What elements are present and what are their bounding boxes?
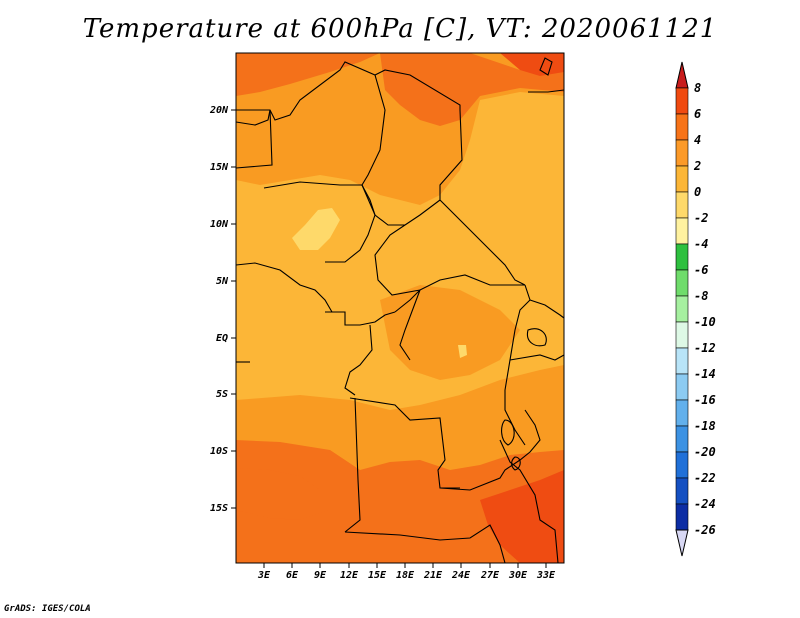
colorbar-label: -10 xyxy=(694,315,716,329)
lon-tick-label: 21E xyxy=(423,570,443,581)
colorbar-label: -6 xyxy=(694,263,708,277)
colorbar-label: 4 xyxy=(694,133,701,147)
colorbar-label: -14 xyxy=(694,367,716,381)
colorbar-swatch xyxy=(675,451,689,479)
colorbar-label: -22 xyxy=(694,471,716,485)
lon-tick-label: 15E xyxy=(368,570,387,581)
colorbar-label: -12 xyxy=(694,341,716,355)
colorbar-label: -16 xyxy=(694,393,716,407)
lat-tick-label: 5S xyxy=(216,389,228,400)
lat-tick-label: 15S xyxy=(210,503,228,514)
colorbar-swatch xyxy=(675,243,689,271)
lat-tick-label: 15N xyxy=(210,162,229,173)
map-panel xyxy=(236,53,564,563)
temperature-contour-cool-spot-2 xyxy=(458,345,467,358)
colorbar-swatch xyxy=(675,321,689,349)
colorbar-label: 8 xyxy=(694,81,701,95)
longitude-axis: 3E 6E 9E 12E 15E 18E 21E 24E 27E 30E 33E xyxy=(257,563,556,581)
lon-tick-label: 12E xyxy=(340,570,359,581)
colorbar-swatch xyxy=(675,217,689,245)
lon-tick-label: 30E xyxy=(508,570,528,581)
colorbar-swatch xyxy=(675,191,689,219)
colorbar-swatch xyxy=(675,477,689,505)
lat-tick-label: EQ xyxy=(216,333,228,344)
temperature-contour-4-6-south xyxy=(236,440,564,563)
colorbar-label: -4 xyxy=(694,237,708,251)
country-borders xyxy=(236,61,564,563)
temperature-contour-2-4-mid xyxy=(380,285,520,380)
colorbar-label: -26 xyxy=(694,523,716,537)
colorbar-label: -24 xyxy=(694,497,716,511)
lat-tick-label: 20N xyxy=(209,105,229,116)
colorbar-bottom-arrow xyxy=(675,529,689,557)
colorbar-label: 2 xyxy=(693,159,701,173)
lon-tick-label: 27E xyxy=(480,570,500,581)
lakes xyxy=(501,57,553,471)
lat-tick-label: 5N xyxy=(216,276,229,287)
colorbar-swatch xyxy=(675,165,689,193)
lon-tick-label: 24E xyxy=(451,570,471,581)
map-frame xyxy=(235,52,565,564)
colorbar-label: 6 xyxy=(694,107,701,121)
lon-tick-label: 33E xyxy=(536,570,556,581)
colorbar: 8 6 4 2 0 -2 -4 -6 -8 -10 -12 -14 -16 -18 -20 -22 -24 -26 xyxy=(675,61,716,557)
temperature-contour-4-6-southwest xyxy=(236,468,330,520)
lon-tick-label: 9E xyxy=(314,570,327,581)
colorbar-label: 0 xyxy=(694,185,701,199)
lon-tick-label: 6E xyxy=(286,570,299,581)
colorbar-swatch xyxy=(675,269,689,297)
colorbar-swatch xyxy=(675,113,689,141)
temperature-contour-4-6-northeast xyxy=(380,53,564,126)
temperature-contour-6-8-northeast xyxy=(500,53,564,76)
lon-tick-label: 18E xyxy=(396,570,415,581)
colorbar-label: -2 xyxy=(694,211,708,225)
colorbar-swatch xyxy=(675,503,689,531)
temperature-contour-cool-nigeria xyxy=(292,208,340,250)
colorbar-label: -20 xyxy=(694,445,716,459)
chart-title: Temperature at 600hPa [C], VT: 202006112… xyxy=(82,14,718,44)
credit-text: GrADS: IGES/COLA xyxy=(4,604,91,614)
latitude-axis: 20N 15N 10N 5N EQ 5S 10S 15S xyxy=(209,105,236,514)
colorbar-label: -18 xyxy=(694,419,716,433)
colorbar-top-arrow xyxy=(675,61,689,89)
colorbar-swatch xyxy=(675,139,689,167)
colorbar-swatch xyxy=(675,295,689,323)
colorbar-swatch xyxy=(675,87,689,115)
colorbar-swatch xyxy=(675,399,689,427)
colorbar-swatch xyxy=(675,347,689,375)
colorbar-swatch xyxy=(675,425,689,453)
colorbar-swatch xyxy=(675,373,689,401)
lat-tick-label: 10S xyxy=(210,446,228,457)
lon-tick-label: 3E xyxy=(257,570,271,581)
lat-tick-label: 10N xyxy=(210,219,229,230)
colorbar-label: -8 xyxy=(694,289,708,303)
temperature-contour-6-8-southeast xyxy=(480,470,564,563)
